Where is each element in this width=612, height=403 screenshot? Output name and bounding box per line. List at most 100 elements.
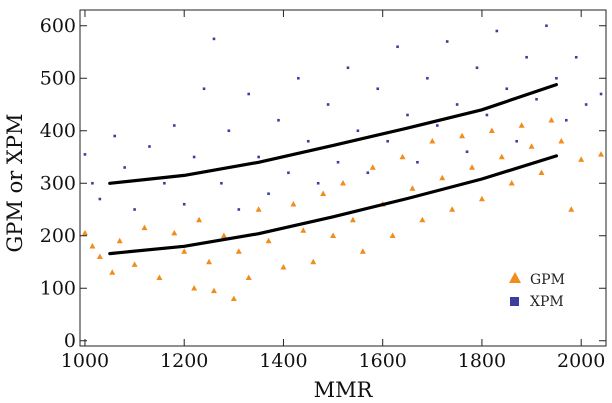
gpm-point <box>359 248 366 254</box>
gpm-point <box>578 156 585 162</box>
xpm-point <box>445 40 449 43</box>
y-tick-label: 400 <box>40 120 76 142</box>
gpm-point <box>449 206 456 212</box>
gpm-point <box>340 180 346 186</box>
gpm-point <box>141 224 148 231</box>
y-tick-label: 100 <box>40 277 76 299</box>
gpm-point <box>469 164 476 170</box>
xpm-point <box>316 181 320 185</box>
gpm-point <box>230 295 237 301</box>
gpm-point <box>156 274 163 280</box>
gpm-point <box>116 237 123 244</box>
x-tick-label: 2000 <box>557 350 605 372</box>
axis-ticks: 1000 1200 1400 1600 1800 2000 0 100 200 300 400 500… <box>40 10 606 372</box>
gpm-fit-curve <box>108 154 558 256</box>
gpm-point <box>548 117 555 123</box>
xpm-point <box>306 139 310 143</box>
x-tick-label: 1000 <box>61 350 109 372</box>
xpm-point <box>227 129 231 133</box>
xpm-point <box>366 171 370 175</box>
gpm-point <box>429 138 436 144</box>
xpm-point <box>192 155 196 159</box>
xpm-point <box>565 118 568 122</box>
xpm-point <box>212 37 216 41</box>
gpm-point <box>131 261 138 267</box>
gpm-point <box>399 153 406 160</box>
gpm-point <box>290 201 297 207</box>
xpm-point <box>396 45 399 49</box>
gpm-point <box>409 185 416 191</box>
xpm-point <box>485 113 489 117</box>
xpm-point <box>326 103 330 106</box>
gpm-point <box>210 287 217 294</box>
xpm-point <box>426 76 429 80</box>
xpm-point <box>336 160 340 164</box>
xpm-point <box>98 197 102 201</box>
y-tick-label: 300 <box>40 172 76 194</box>
gpm-point <box>558 138 565 144</box>
xpm-point <box>83 153 87 156</box>
x-tick-label: 1200 <box>160 350 208 372</box>
gpm-point <box>206 258 213 265</box>
plot-area-border <box>79 9 607 347</box>
xpm-point <box>91 181 94 185</box>
xpm-point <box>455 103 459 106</box>
gpm-point <box>419 216 426 223</box>
gpm-point <box>369 164 376 170</box>
xpm-point <box>277 118 280 122</box>
gpm-point <box>498 153 505 160</box>
gpm-point <box>265 237 272 244</box>
y-tick-label: 500 <box>40 67 76 89</box>
xpm-point <box>475 66 479 70</box>
gpm-point <box>478 195 485 202</box>
gpm-point <box>389 232 396 238</box>
gpm-point <box>255 206 262 212</box>
xpm-point <box>599 92 603 96</box>
x-axis-label: MMR <box>314 378 374 402</box>
gpm-point <box>508 180 515 186</box>
gpm-point <box>96 253 103 259</box>
xpm-point <box>505 87 509 91</box>
xpm-point <box>113 134 117 138</box>
xpm-point <box>148 145 151 148</box>
x-tick-label: 1800 <box>458 350 506 372</box>
gpm-point <box>349 216 356 223</box>
gpm-point <box>320 190 327 196</box>
xpm-point <box>555 76 558 80</box>
xpm-point <box>495 29 499 33</box>
xpm-point <box>202 87 206 91</box>
xpm-point <box>133 208 136 211</box>
legend-gpm-marker <box>509 272 521 283</box>
xpm-fit-curve <box>108 83 558 185</box>
gpm-point <box>330 232 337 238</box>
xpm-point <box>535 97 538 101</box>
y-tick-label: 0 <box>64 330 76 352</box>
legend-xpm-marker <box>510 297 519 306</box>
gpm-point <box>439 174 446 181</box>
gpm-point <box>280 264 287 270</box>
gpm-point <box>89 243 96 249</box>
gpm-point <box>220 232 227 238</box>
xpm-point <box>297 76 300 80</box>
gpm-point <box>300 227 307 233</box>
xpm-point <box>123 166 126 169</box>
xpm-point <box>584 103 588 106</box>
xpm-point <box>406 113 409 117</box>
y-tick-label: 200 <box>40 225 76 247</box>
y-tick-label: 600 <box>40 15 76 37</box>
xpm-point <box>525 55 528 59</box>
xpm-point <box>356 129 360 133</box>
xpm-point <box>247 92 251 96</box>
xpm-point <box>237 208 241 211</box>
plot-frame <box>79 9 607 347</box>
xpm-point <box>267 192 270 196</box>
xpm-point <box>257 155 260 159</box>
xpm-point <box>287 171 290 175</box>
gpm-point <box>488 127 495 133</box>
legend-gpm-label: GPM <box>530 272 565 288</box>
xpm-point <box>346 66 350 70</box>
xpm-point <box>376 87 380 91</box>
gpm-point <box>191 285 198 291</box>
gpm-point <box>459 132 466 139</box>
